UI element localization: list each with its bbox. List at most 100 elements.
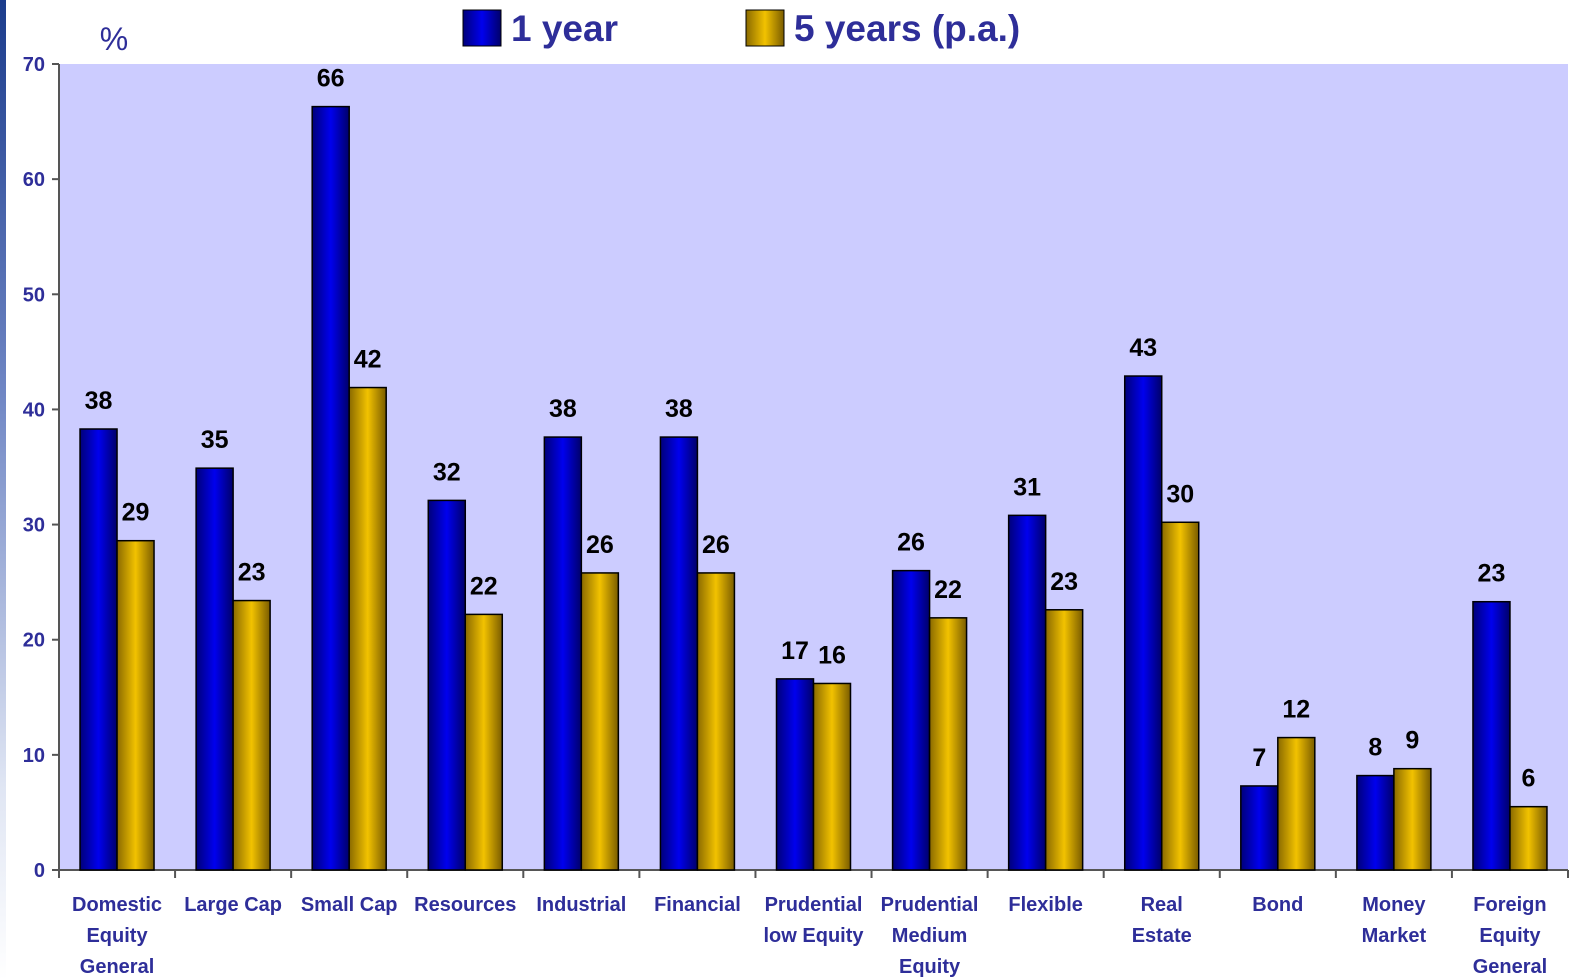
bar-1-year xyxy=(1123,375,1163,871)
bar-1-year xyxy=(1472,600,1511,871)
y-tick-label: 40 xyxy=(23,399,45,421)
bar-5-years xyxy=(580,572,620,871)
y-tick-label: 70 xyxy=(23,54,45,76)
value-label-1-year: 32 xyxy=(433,458,461,486)
value-labels: 38 29 35 23 66 42 32 22 38 26 38 26 17 16 26 22 31 23 43 30… xyxy=(85,65,1536,793)
bar-1-year xyxy=(775,678,815,871)
x-tick-label-line: Prudential xyxy=(881,894,979,916)
value-label-1-year: 38 xyxy=(85,387,113,415)
value-label-1-year: 43 xyxy=(1129,334,1157,362)
bar-5-years xyxy=(812,682,852,871)
x-tick-label-line: General xyxy=(80,956,154,978)
bar-1-year xyxy=(543,436,583,871)
value-label-5-years: 23 xyxy=(1050,568,1078,596)
value-label-5-years: 22 xyxy=(934,576,962,604)
legend-label-5-years: 5 years (p.a.) xyxy=(794,8,1020,49)
x-tick-label-line: Bond xyxy=(1252,894,1303,916)
bar-1-year xyxy=(195,467,234,871)
x-tick-label: Domestic Equity General xyxy=(72,894,162,978)
slide-edge-decoration xyxy=(0,0,6,980)
value-label-5-years: 30 xyxy=(1166,480,1194,508)
x-tick-label-line: Market xyxy=(1362,925,1427,947)
x-tick-label-line: Real xyxy=(1141,894,1183,916)
x-tick-label: Prudential Medium Equity xyxy=(881,894,979,978)
legend-label-1-year: 1 year xyxy=(511,8,618,49)
value-label-5-years: 29 xyxy=(122,499,150,527)
value-label-5-years: 9 xyxy=(1405,727,1419,755)
value-label-1-year: 8 xyxy=(1368,734,1382,762)
bar-5-years xyxy=(464,613,504,871)
y-axis-label: % xyxy=(100,21,128,57)
y-tick-label: 30 xyxy=(23,515,45,537)
legend-swatch-5-years xyxy=(745,9,785,47)
bars xyxy=(79,105,1548,871)
legend-swatch-1-year xyxy=(462,9,502,47)
x-tick-label-line: Resources xyxy=(414,894,516,916)
bar-5-years xyxy=(232,599,271,871)
value-label-5-years: 16 xyxy=(818,641,846,669)
bar-1-year xyxy=(311,105,350,871)
x-tick-label-line: Prudential xyxy=(765,894,863,916)
value-label-1-year: 31 xyxy=(1013,473,1041,501)
x-axis: Domestic Equity General Large Cap Small Cap R… xyxy=(58,869,1569,978)
bar-1-year xyxy=(1356,774,1395,871)
bar-5-years xyxy=(1277,736,1316,871)
y-tick-label: 20 xyxy=(23,630,45,652)
bar-1-year xyxy=(79,428,118,871)
bar-1-year xyxy=(891,569,931,871)
x-tick-label: Industrial xyxy=(536,894,626,916)
x-tick-label-line: Small Cap xyxy=(301,894,398,916)
bar-5-years xyxy=(696,572,736,871)
x-tick-label-line: Flexible xyxy=(1008,894,1082,916)
x-tick-label: Money Market xyxy=(1362,894,1427,947)
value-label-1-year: 17 xyxy=(781,637,809,665)
x-tick-label-line: Industrial xyxy=(536,894,626,916)
x-tick-label-line: Domestic xyxy=(72,894,162,916)
value-label-5-years: 6 xyxy=(1522,765,1536,793)
x-tick-label-line: Estate xyxy=(1132,925,1192,947)
x-tick-label: Foreign Equity General xyxy=(1473,894,1547,978)
bar-1-year xyxy=(427,499,467,871)
y-tick-label: 50 xyxy=(23,284,45,306)
x-tick-label-line: Large Cap xyxy=(184,894,282,916)
x-tick-label-line: Equity xyxy=(1479,925,1541,947)
x-tick-label: Prudential low Equity xyxy=(764,894,865,947)
value-label-5-years: 22 xyxy=(470,572,498,600)
x-tick-label: Large Cap xyxy=(184,894,282,916)
x-tick-label: Real Estate xyxy=(1132,894,1192,947)
bar-5-years xyxy=(116,539,155,871)
bar-5-years xyxy=(348,386,387,871)
bar-5-years xyxy=(1044,609,1084,871)
x-tick-label-line: low Equity xyxy=(764,925,865,947)
x-tick-label: Flexible xyxy=(1008,894,1082,916)
x-tick-label-line: Money xyxy=(1362,894,1426,916)
x-tick-label-line: Equity xyxy=(86,925,148,947)
x-tick-label: Small Cap xyxy=(301,894,398,916)
x-tick-label: Financial xyxy=(654,894,741,916)
bar-1-year xyxy=(1007,514,1047,871)
x-tick-label-line: Foreign xyxy=(1473,894,1546,916)
value-label-5-years: 26 xyxy=(586,531,614,559)
x-tick-label-line: Equity xyxy=(899,956,961,978)
bar-1-year xyxy=(1240,785,1279,871)
value-label-1-year: 38 xyxy=(665,395,693,423)
x-tick-label: Bond xyxy=(1252,894,1303,916)
value-label-1-year: 7 xyxy=(1252,744,1266,772)
value-label-5-years: 23 xyxy=(238,559,266,587)
bar-5-years xyxy=(1393,767,1432,871)
bar-5-years xyxy=(1160,521,1200,871)
value-label-1-year: 38 xyxy=(549,395,577,423)
value-label-1-year: 35 xyxy=(201,426,229,454)
value-label-1-year: 66 xyxy=(317,65,345,93)
x-tick-label-line: Financial xyxy=(654,894,741,916)
y-tick-label: 10 xyxy=(23,745,45,767)
y-tick-label: 60 xyxy=(23,169,45,191)
x-tick-label-line: Medium xyxy=(892,925,968,947)
y-tick-label: 0 xyxy=(34,860,45,882)
x-tick-label-line: General xyxy=(1473,956,1547,978)
value-label-5-years: 42 xyxy=(354,346,382,374)
x-tick-label: Resources xyxy=(414,894,516,916)
bar-1-year xyxy=(659,436,699,871)
value-label-1-year: 23 xyxy=(1478,560,1506,588)
